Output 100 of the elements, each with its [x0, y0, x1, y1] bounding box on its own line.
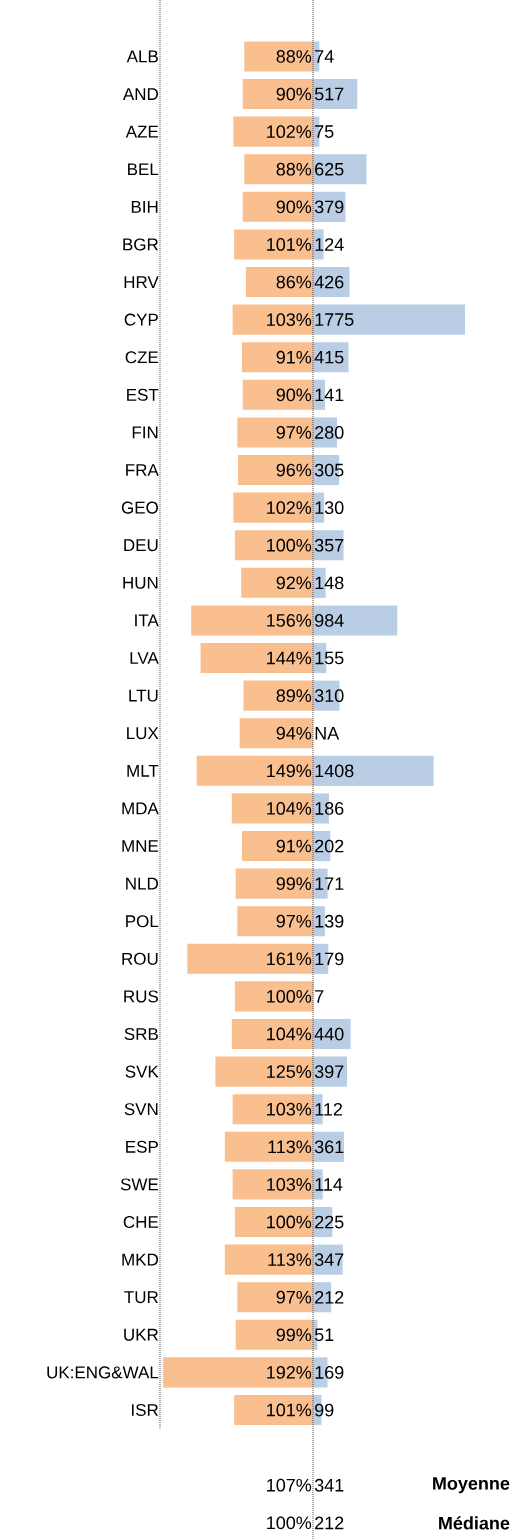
data-label: 99% — [276, 1328, 312, 1342]
y-tick-label: CZE — [125, 351, 159, 364]
y-tick-label: SVK — [125, 1065, 159, 1078]
y-tick-label: ITA — [135, 614, 159, 627]
y-tick-label: EST — [127, 388, 159, 401]
data-label: 100% — [267, 990, 312, 1003]
data-label: 101% — [267, 1403, 312, 1417]
data-label: 113% — [268, 1140, 312, 1154]
y-tick-label: LUX — [127, 727, 159, 740]
data-label: 625 — [315, 162, 344, 176]
text: 100% — [267, 1516, 312, 1530]
data-label: 97% — [276, 426, 312, 439]
data-label: 415 — [314, 350, 344, 364]
data-label: 103% — [267, 1178, 312, 1191]
data-label: 103% — [267, 1102, 312, 1116]
data-label: 379 — [314, 200, 344, 214]
data-label: 91% — [276, 350, 312, 364]
data-label: 86% — [276, 275, 312, 289]
y-tick-label: LVA — [130, 652, 159, 664]
data-label: 212 — [315, 1290, 344, 1304]
data-label: 125% — [267, 1065, 312, 1078]
data-label: 347 — [314, 1253, 344, 1267]
data-label: 92% — [276, 576, 312, 590]
data-label: 179 — [315, 952, 344, 966]
data-label: 186 — [315, 802, 344, 815]
data-label: 104% — [267, 802, 312, 815]
data-label: 148 — [315, 576, 344, 590]
y-tick-label: ISR — [132, 1403, 159, 1417]
y-tick-label: TUR — [124, 1291, 159, 1304]
data-label: 90% — [276, 388, 312, 402]
data-label: 440 — [314, 1027, 344, 1041]
data-label: 91% — [276, 839, 312, 853]
data-label: 397 — [314, 1065, 344, 1079]
y-tick-label: SWE — [120, 1178, 159, 1191]
text: 341 — [314, 1478, 344, 1492]
y-tick-label: GEO — [121, 501, 158, 514]
y-tick-label: CHE — [123, 1215, 159, 1229]
y-tick-label: AZE — [125, 125, 159, 138]
y-tick-label: FIN — [132, 426, 158, 439]
data-label: 155 — [315, 651, 344, 665]
y-tick-label: AND — [122, 88, 158, 100]
data-label: 94% — [276, 726, 312, 740]
data-label: 361 — [314, 1140, 344, 1154]
y-tick-label: BIH — [131, 200, 158, 213]
y-tick-label: UK:ENG&WAL — [47, 1366, 159, 1379]
data-label: 169 — [315, 1366, 344, 1379]
text: Moyenne — [433, 1477, 510, 1494]
y-tick-label: MDA — [122, 802, 159, 815]
data-label: 100% — [267, 1215, 312, 1229]
data-label: 161% — [267, 952, 312, 966]
y-tick-label: MLT — [127, 764, 159, 777]
data-label: 102% — [267, 501, 312, 514]
text: 212 — [315, 1516, 344, 1530]
data-label: 1408 — [315, 764, 354, 778]
y-tick-label: BGR — [123, 238, 159, 251]
data-label: 517 — [314, 87, 344, 101]
data-label: 310 — [314, 689, 344, 703]
data-label: 112 — [315, 1102, 342, 1116]
data-label: 90% — [276, 200, 312, 214]
data-label: 51 — [314, 1328, 334, 1342]
y-tick-label: NLD — [126, 877, 158, 890]
data-label: 192% — [267, 1366, 312, 1379]
y-tick-label: BEL — [128, 163, 159, 176]
text: Médiane — [439, 1516, 510, 1530]
data-label: 984 — [315, 614, 344, 627]
data-label: 130 — [315, 501, 344, 515]
data-label: 426 — [314, 275, 344, 289]
data-label: 89% — [276, 689, 312, 702]
data-label: 99% — [276, 877, 312, 890]
data-label: 104% — [267, 1027, 312, 1041]
y-tick-label: CYP — [124, 313, 158, 326]
bar — [239, 718, 313, 749]
y-tick-label: FRA — [126, 464, 159, 476]
data-label: 96% — [276, 463, 312, 477]
y-tick-label: MNE — [122, 840, 159, 852]
y-tick-label: ROU — [122, 952, 158, 965]
data-label: 90% — [276, 87, 312, 101]
data-label: 7 — [315, 990, 324, 1003]
data-label: 113% — [268, 1253, 312, 1266]
data-label: 357 — [314, 538, 344, 552]
data-label: 156% — [267, 614, 312, 627]
y-tick-label: ALB — [126, 50, 158, 63]
text: 107% — [267, 1478, 312, 1492]
y-tick-label: LTU — [129, 689, 158, 702]
data-label: 139 — [315, 914, 344, 928]
data-label: 101% — [267, 238, 312, 251]
data-label: 88% — [276, 50, 312, 63]
data-label: 141 — [315, 388, 344, 402]
data-label: 1775 — [315, 313, 354, 326]
data-label: 171 — [315, 877, 344, 890]
text: NA — [315, 727, 340, 740]
y-tick-label: HRV — [124, 276, 159, 288]
data-label: 102% — [267, 125, 312, 138]
data-label: 124 — [315, 238, 344, 251]
data-label: 100% — [267, 538, 312, 552]
data-label: 202 — [315, 839, 344, 853]
data-label: 144% — [267, 651, 312, 665]
data-label: 280 — [315, 426, 344, 439]
y-tick-label: SVN — [124, 1103, 158, 1116]
data-label: 97% — [276, 1290, 312, 1304]
